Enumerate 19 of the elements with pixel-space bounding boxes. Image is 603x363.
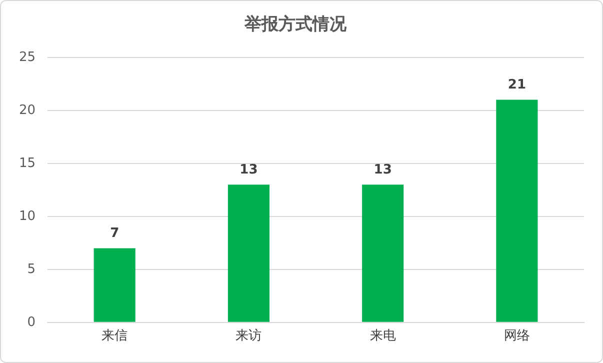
x-tick-label: 来访 <box>236 328 262 344</box>
x-tick-label: 网络 <box>504 328 530 344</box>
bar <box>94 248 136 322</box>
bar <box>362 184 404 322</box>
y-tick-label: 25 <box>18 50 36 65</box>
y-tick-label: 5 <box>27 262 36 277</box>
data-label: 13 <box>374 162 392 178</box>
data-label: 13 <box>240 162 258 178</box>
chart-title: 举报方式情况 <box>244 14 348 35</box>
y-tick-label: 0 <box>27 314 36 330</box>
y-tick-label: 10 <box>18 208 36 224</box>
bar <box>496 100 538 322</box>
data-label: 7 <box>110 226 120 242</box>
x-tick-label: 来信 <box>102 328 128 344</box>
data-label: 21 <box>508 78 526 93</box>
bar <box>228 184 270 322</box>
y-tick-label: 15 <box>18 156 36 171</box>
y-tick-label: 20 <box>18 102 36 118</box>
x-tick-label: 来电 <box>370 328 396 344</box>
